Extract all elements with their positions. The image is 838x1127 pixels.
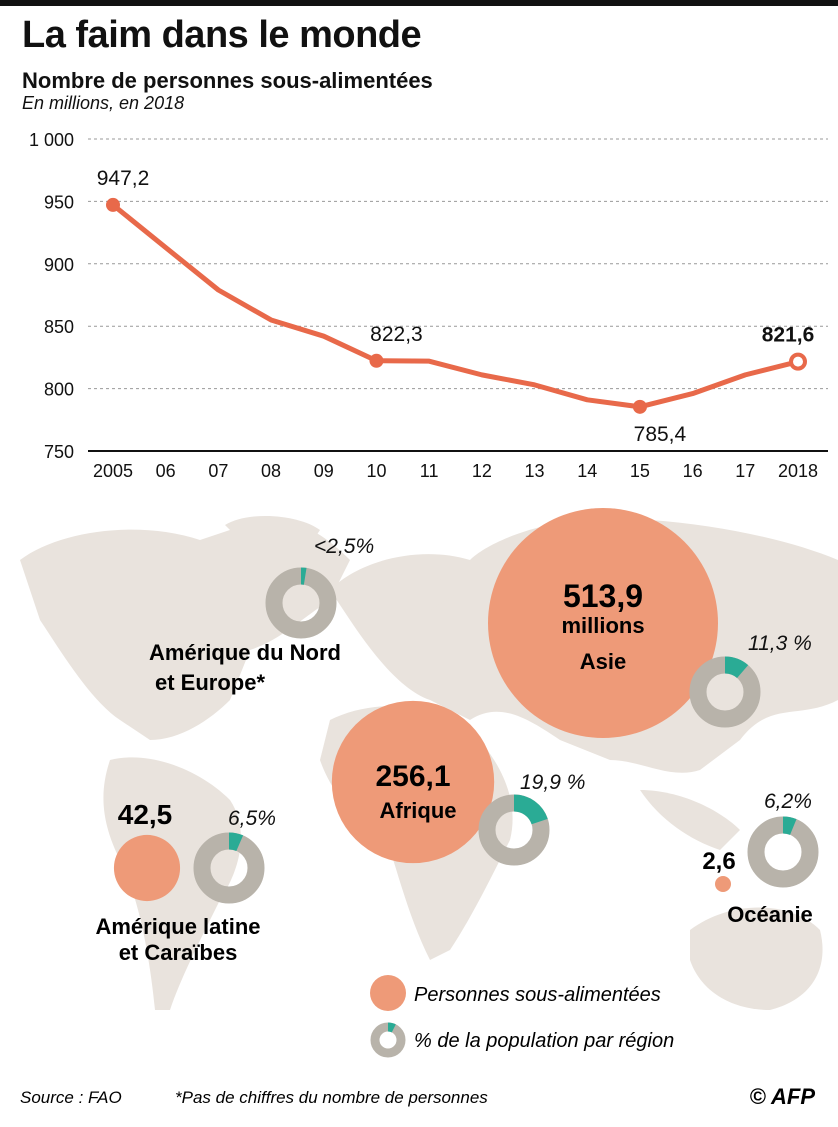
region-label: Océanie xyxy=(727,902,813,927)
x-tick-label: 17 xyxy=(735,461,755,481)
x-tick-label: 2018 xyxy=(778,461,818,481)
donut-segment xyxy=(265,567,337,639)
x-tick-label: 10 xyxy=(366,461,386,481)
percent-label: 11,3 % xyxy=(748,632,812,655)
data-label: 947,2 xyxy=(97,167,150,190)
value-label: 513,9 xyxy=(563,578,643,614)
bubble-amerique-latine xyxy=(113,834,181,902)
percent-label: <2,5% xyxy=(314,535,374,558)
unit-label: millions xyxy=(561,613,644,638)
source-note: Source : FAO xyxy=(20,1088,122,1107)
percent-label: 6,5% xyxy=(228,807,276,830)
donut-segment xyxy=(193,832,265,904)
x-tick-label: 2005 xyxy=(93,461,133,481)
x-tick-label: 13 xyxy=(525,461,545,481)
y-tick-label: 750 xyxy=(44,442,74,462)
percent-label: 19,9 % xyxy=(520,771,585,794)
region-label: Amérique du Nord xyxy=(149,640,341,665)
y-tick-label: 850 xyxy=(44,317,74,337)
region-label: Afrique xyxy=(380,798,457,823)
map-landmass xyxy=(225,515,320,560)
percent-label: 6,2% xyxy=(764,790,812,813)
data-label: 821,6 xyxy=(762,324,815,347)
region-label: Amérique latine xyxy=(95,914,260,939)
map-landmass xyxy=(640,790,740,850)
map-landmass xyxy=(690,907,823,1010)
top-bar xyxy=(0,0,838,6)
y-tick-label: 900 xyxy=(44,255,74,275)
afp-logo: © AFP xyxy=(749,1084,815,1109)
donut-segment xyxy=(689,656,761,728)
data-point xyxy=(106,197,120,212)
value-label: 42,5 xyxy=(118,799,173,830)
x-tick-label: 11 xyxy=(420,461,439,481)
chart-subtitle: Nombre de personnes sous-alimentées xyxy=(22,68,433,93)
donut-chart: 6,2% xyxy=(747,790,819,888)
region-label: Asie xyxy=(580,649,626,674)
donut-chart: 19,9 % xyxy=(478,771,585,866)
data-label: 785,4 xyxy=(634,423,687,446)
donut-chart: 11,3 % xyxy=(689,632,812,728)
x-tick-label: 15 xyxy=(630,461,650,481)
x-tick-label: 08 xyxy=(261,461,281,481)
page-title: La faim dans le monde xyxy=(22,14,422,56)
series-line xyxy=(111,202,799,410)
x-tick-label: 06 xyxy=(156,461,176,481)
map-landmass xyxy=(400,577,455,610)
y-tick-label: 1 000 xyxy=(29,130,74,150)
bubble-afrique xyxy=(331,700,495,864)
donut-segment xyxy=(370,1022,406,1058)
y-tick-label: 950 xyxy=(44,192,74,212)
legend-bubble-label: Personnes sous-alimentées xyxy=(414,984,661,1006)
donut-segment xyxy=(478,794,550,866)
region-label: et Caraïbes xyxy=(119,940,238,965)
x-tick-label: 16 xyxy=(683,461,703,481)
x-tick-label: 14 xyxy=(577,461,597,481)
region-label: et Europe* xyxy=(155,670,265,695)
legend-donut-label: % de la population par région xyxy=(414,1030,674,1052)
y-tick-label: 800 xyxy=(44,380,74,400)
legend-bubble-swatch xyxy=(370,975,406,1011)
bubble-asie xyxy=(488,508,718,738)
donut-segment xyxy=(747,816,819,888)
donut-chart: <2,5% xyxy=(265,535,374,639)
donut-chart: 6,5% xyxy=(193,807,276,904)
bubble-oceanie xyxy=(715,876,731,892)
x-tick-label: 07 xyxy=(208,461,228,481)
legend-donut-swatch xyxy=(370,1022,406,1058)
map-landmass xyxy=(20,519,350,740)
x-tick-label: 09 xyxy=(314,461,334,481)
footnote: *Pas de chiffres du nombre de personnes xyxy=(175,1088,488,1107)
value-label: 2,6 xyxy=(702,848,735,875)
chart-unit: En millions, en 2018 xyxy=(22,93,185,113)
data-label: 822,3 xyxy=(370,323,423,346)
value-label: 256,1 xyxy=(375,760,450,793)
data-point xyxy=(789,352,807,371)
data-point xyxy=(369,353,384,368)
x-tick-label: 12 xyxy=(472,461,492,481)
data-point xyxy=(632,399,647,414)
